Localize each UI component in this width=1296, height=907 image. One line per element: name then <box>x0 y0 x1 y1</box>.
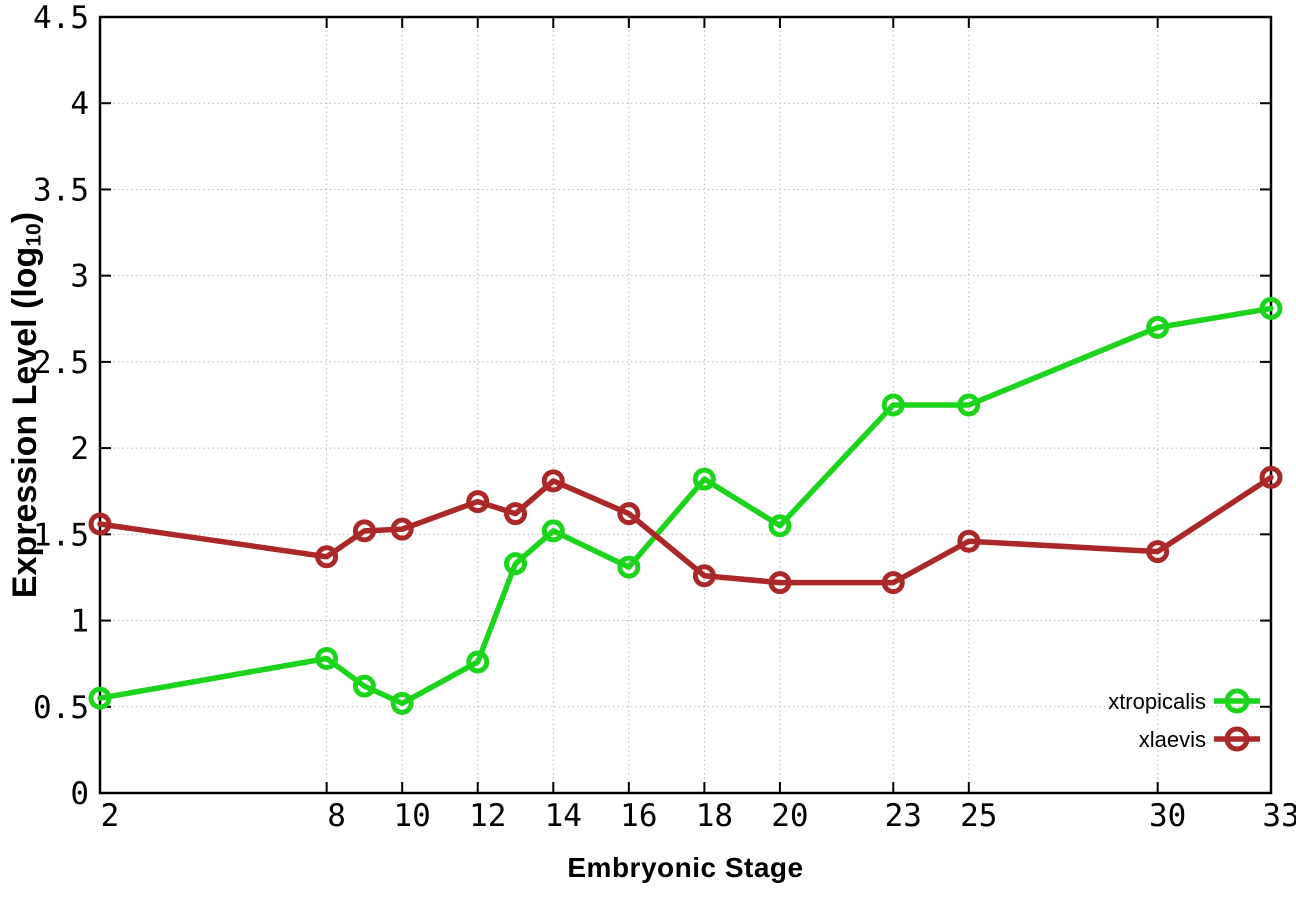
data-point-marker <box>504 552 528 576</box>
y-axis-title: Expression Level (log10) <box>6 105 50 705</box>
series-line <box>97 305 1274 707</box>
legend-label: xlaevis <box>1139 727 1206 752</box>
x-tick-label: 2 <box>101 798 120 834</box>
x-tick-label: 12 <box>469 798 506 834</box>
y-axis-title-subscript: 10 <box>22 223 46 247</box>
legend-marker <box>1224 726 1250 752</box>
y-tick-label: 0.5 <box>33 690 89 726</box>
data-point-marker <box>1259 296 1283 320</box>
data-point-marker <box>881 393 905 417</box>
data-point-marker <box>541 469 565 493</box>
x-tick-label: 14 <box>545 798 582 834</box>
y-tick-label: 3 <box>70 259 89 295</box>
data-point-marker <box>768 571 792 595</box>
data-point-marker <box>352 674 376 698</box>
x-tick-label: 8 <box>327 798 346 834</box>
data-point-marker <box>957 393 981 417</box>
y-axis-title-text: Expression Level (log <box>6 246 44 599</box>
y-tick-label: 4 <box>70 86 89 122</box>
data-point-marker <box>541 519 565 543</box>
data-point-marker <box>88 686 112 710</box>
data-point-marker <box>504 502 528 526</box>
series-xtropicalis <box>88 296 1283 715</box>
data-point-marker <box>768 514 792 538</box>
data-point-marker <box>617 555 641 579</box>
x-tick-label: 25 <box>960 798 997 834</box>
y-tick-label: 4.5 <box>33 0 89 36</box>
series-xlaevis <box>88 465 1283 595</box>
series-line <box>97 474 1274 586</box>
data-point-marker <box>390 517 414 541</box>
plot-border <box>98 15 1273 795</box>
data-point-marker <box>88 512 112 536</box>
legend-entry-xlaevis: xlaevis <box>1139 726 1260 752</box>
x-tick-label: 30 <box>1149 798 1186 834</box>
x-tick-label: 20 <box>771 798 808 834</box>
data-point-marker <box>1259 465 1283 489</box>
data-point-marker <box>352 519 376 543</box>
x-axis-title: Embryonic Stage <box>567 852 804 883</box>
y-tick-label: 2.5 <box>33 345 89 381</box>
y-tick-label: 0 <box>70 776 89 812</box>
data-point-marker <box>881 571 905 595</box>
data-point-marker <box>315 545 339 569</box>
x-tick-label: 18 <box>696 798 733 834</box>
legend-entry-xtropicalis: xtropicalis <box>1108 688 1260 714</box>
data-point-marker <box>692 467 716 491</box>
data-point-marker <box>315 646 339 670</box>
data-point-marker <box>692 564 716 588</box>
data-point-marker <box>466 490 490 514</box>
data-point-marker <box>390 691 414 715</box>
y-tick-label: 3.5 <box>33 172 89 208</box>
legend-label: xtropicalis <box>1108 689 1206 714</box>
data-point-marker <box>617 502 641 526</box>
y-tick-label: 1.5 <box>33 517 89 553</box>
y-tick-label: 1 <box>70 604 89 640</box>
x-tick-label: 23 <box>885 798 922 834</box>
data-point-marker <box>466 650 490 674</box>
legend-marker <box>1224 688 1250 714</box>
x-tick-label: 33 <box>1262 798 1296 834</box>
x-tick-label: 16 <box>620 798 657 834</box>
x-tick-label: 10 <box>394 798 431 834</box>
y-axis-title-close: ) <box>6 211 44 224</box>
data-point-marker <box>1146 540 1170 564</box>
y-tick-label: 2 <box>70 431 89 467</box>
data-point-marker <box>1146 315 1170 339</box>
data-point-marker <box>957 529 981 553</box>
